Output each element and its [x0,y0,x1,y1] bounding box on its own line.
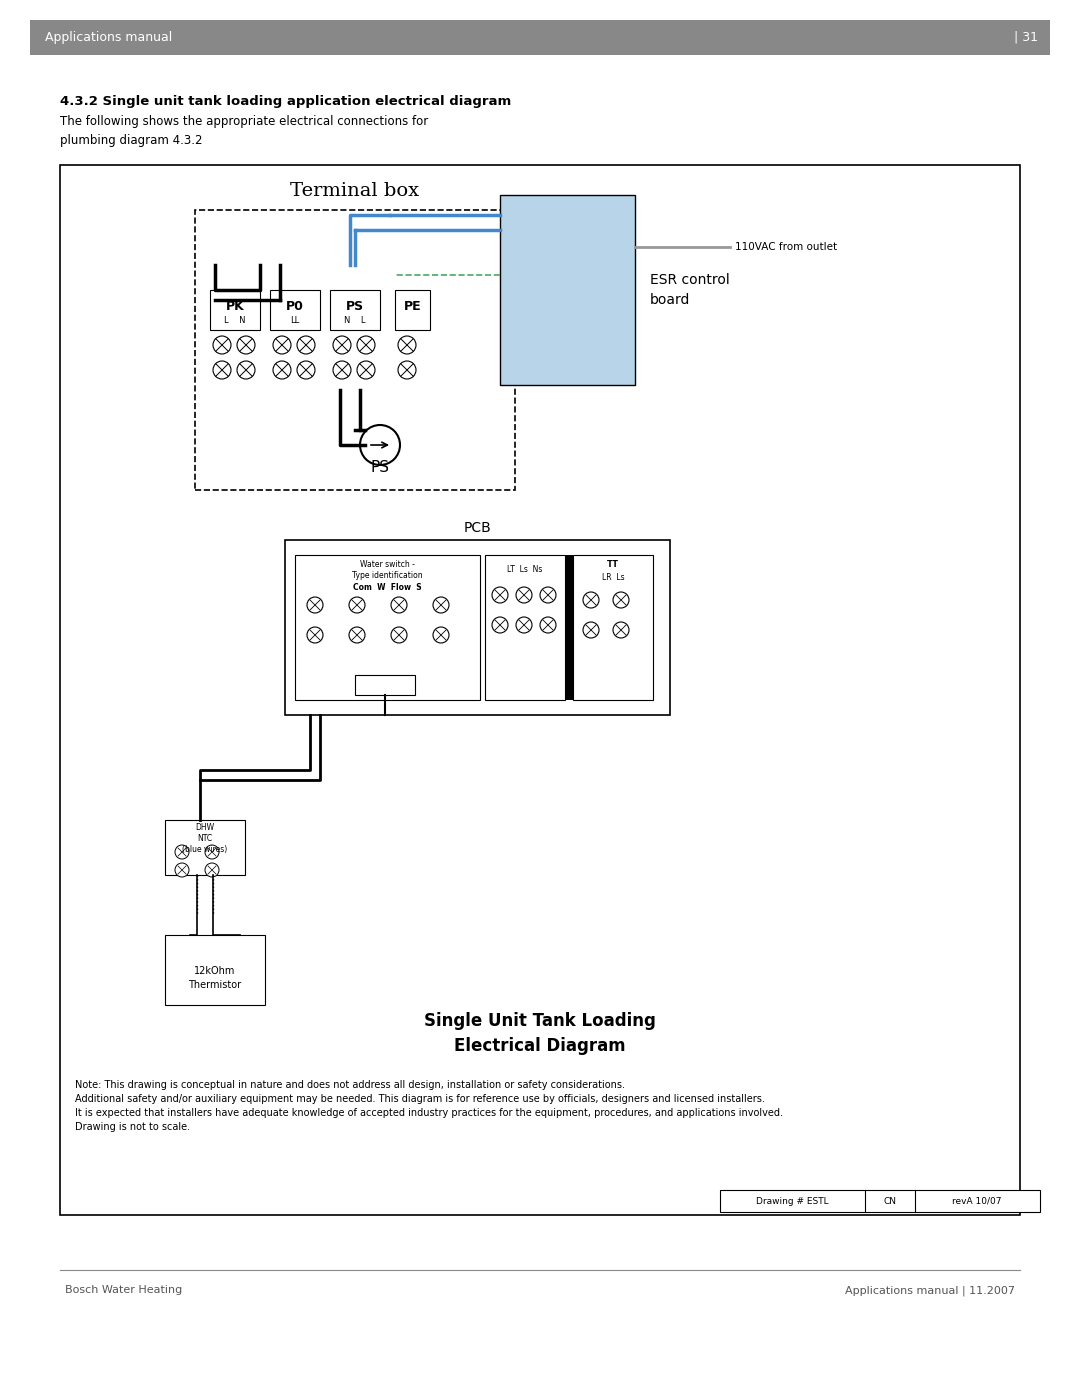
Text: Applications manual: Applications manual [45,31,172,43]
Circle shape [307,627,323,643]
Text: Water switch -
Type identification: Water switch - Type identification [352,560,422,580]
Circle shape [213,360,231,379]
Text: TT: TT [607,560,619,569]
Text: DHW
NTC
(blue wires): DHW NTC (blue wires) [183,823,228,854]
Text: ESR control
board: ESR control board [650,274,730,307]
Circle shape [540,617,556,633]
Text: P0: P0 [286,300,303,313]
Bar [165,820,245,875]
Circle shape [357,360,375,379]
Text: PK: PK [226,300,244,313]
Bar [195,210,515,490]
Circle shape [516,587,532,604]
Text: The following shows the appropriate electrical connections for
plumbing diagram : The following shows the appropriate elec… [60,115,429,147]
Circle shape [360,425,400,465]
Circle shape [583,622,599,638]
Bar [285,541,670,715]
Text: Com  W  Flow  S: Com W Flow S [353,583,422,592]
Circle shape [205,863,219,877]
Circle shape [391,627,407,643]
Text: Drawing # ESTL: Drawing # ESTL [756,1196,828,1206]
Text: LR  Ls: LR Ls [602,573,624,583]
Bar [60,165,1020,1215]
Text: Applications manual | 11.2007: Applications manual | 11.2007 [845,1285,1015,1295]
Circle shape [583,592,599,608]
Circle shape [273,360,291,379]
Circle shape [433,627,449,643]
Circle shape [175,845,189,859]
Bar [565,555,573,700]
Bar [165,935,265,1004]
Circle shape [237,337,255,353]
Circle shape [349,627,365,643]
Text: L    N: L N [225,316,246,326]
Text: PCB: PCB [463,521,491,535]
Circle shape [213,337,231,353]
Bar [270,291,320,330]
Circle shape [333,360,351,379]
Circle shape [237,360,255,379]
Text: 110VAC from outlet: 110VAC from outlet [735,242,837,251]
Text: Terminal box: Terminal box [291,182,419,200]
Bar [330,291,380,330]
Text: PS: PS [370,460,390,475]
Text: CN: CN [883,1196,896,1206]
Bar [355,675,415,694]
Circle shape [492,587,508,604]
Circle shape [433,597,449,613]
Circle shape [357,337,375,353]
Text: PE: PE [404,300,421,313]
Bar [295,555,480,700]
Circle shape [307,597,323,613]
Circle shape [391,597,407,613]
Bar [30,20,1050,54]
Circle shape [333,337,351,353]
Text: 4.3.2 Single unit tank loading application electrical diagram: 4.3.2 Single unit tank loading applicati… [60,95,511,108]
Circle shape [297,360,315,379]
Circle shape [297,337,315,353]
Bar [395,291,430,330]
Text: | 31: | 31 [1014,31,1038,43]
Bar [573,555,653,700]
Circle shape [613,622,629,638]
Circle shape [349,597,365,613]
Text: Bosch Water Heating: Bosch Water Heating [65,1285,183,1295]
Text: N    L: N L [345,316,366,326]
Text: Note: This drawing is conceptual in nature and does not address all design, inst: Note: This drawing is conceptual in natu… [75,1080,783,1132]
Text: LL: LL [291,316,299,326]
Text: PS: PS [346,300,364,313]
Bar [720,1190,1040,1213]
Circle shape [540,587,556,604]
Bar [210,291,260,330]
Bar [485,555,565,700]
Circle shape [399,337,416,353]
Circle shape [273,337,291,353]
Text: revA 10/07: revA 10/07 [953,1196,1002,1206]
Circle shape [516,617,532,633]
Text: 12kOhm
Thermistor: 12kOhm Thermistor [188,967,242,989]
Circle shape [399,360,416,379]
Circle shape [175,863,189,877]
Text: LT  Ls  Ns: LT Ls Ns [508,564,542,574]
Circle shape [492,617,508,633]
Bar [500,196,635,386]
Circle shape [205,845,219,859]
Text: Single Unit Tank Loading
Electrical Diagram: Single Unit Tank Loading Electrical Diag… [424,1011,656,1055]
Circle shape [613,592,629,608]
